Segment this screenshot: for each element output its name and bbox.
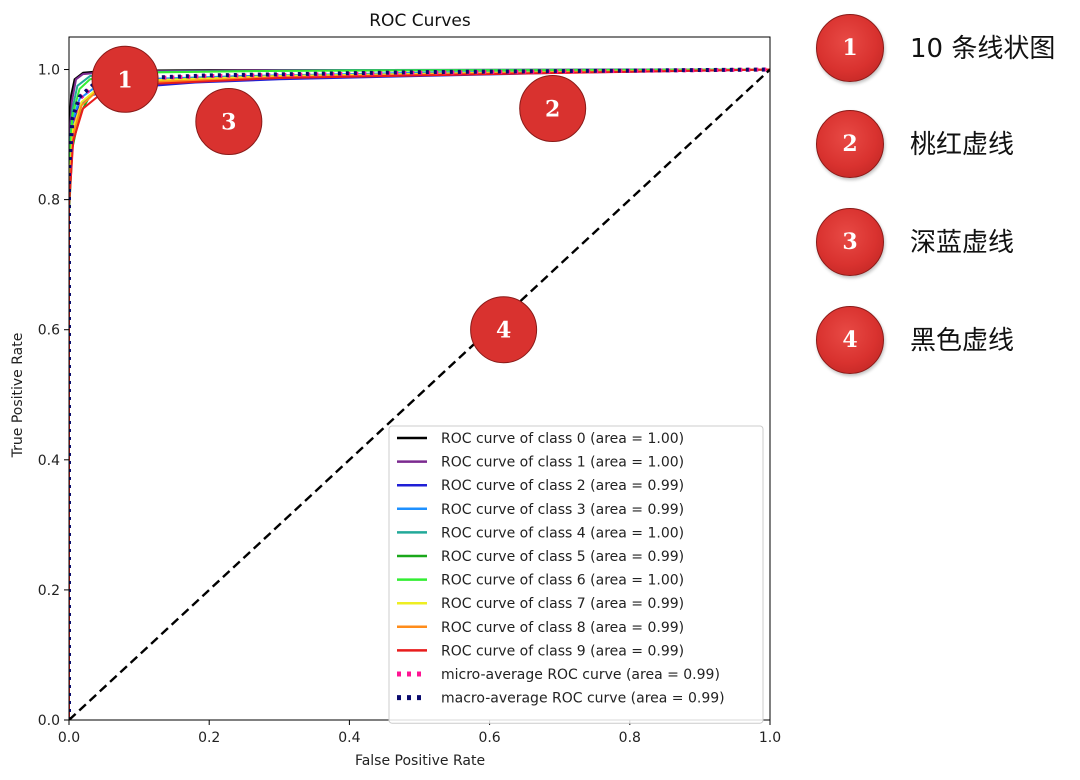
legend: ROC curve of class 0 (area = 1.00) ROC cu… [388,425,764,724]
legend-entry: ROC curve of class 8 (area = 0.99) [441,620,684,636]
annotation-badge [91,45,159,113]
x-axis-label: False Positive Rate [355,753,485,769]
x-tick-label: 0.4 [338,730,360,746]
legend-entry: ROC curve of class 9 (area = 0.99) [441,643,684,659]
y-tick-label: 0.2 [38,583,60,599]
annotation-badges: 1 2 3 4 [91,45,587,364]
annotation-badge [195,88,263,156]
y-tick-label: 1.0 [38,63,60,79]
note-badge: 2 [816,110,884,178]
legend-entry: ROC curve of class 4 (area = 1.00) [441,525,684,541]
legend-entry: ROC curve of class 1 (area = 1.00) [441,455,684,471]
chart-title: ROC Curves [369,11,471,31]
x-tick-label: 0.8 [619,730,641,746]
note-item: 4 黑色虚线 [812,306,1072,376]
x-tick-label: 1.0 [759,730,781,746]
annotation-label: 4 [496,318,511,344]
axis-ticks: 0.0 0.2 0.4 0.6 0.8 1.0 0.0 0.2 0.4 0.6 0.8 1.0 [38,63,781,746]
note-badge: 1 [816,14,884,82]
x-tick-label: 0.0 [58,730,80,746]
legend-entry: ROC curve of class 6 (area = 1.00) [441,573,684,589]
legend-entry: ROC curve of class 2 (area = 0.99) [441,478,684,494]
legend-entry: ROC curve of class 5 (area = 0.99) [441,549,684,565]
notes-panel: 1 10 条线状图 2 桃红虚线 3 深蓝虚线 4 黑色虚线 [812,0,1072,380]
annotation-label: 3 [221,110,236,136]
legend-entry: ROC curve of class 0 (area = 1.00) [441,431,684,447]
x-tick-label: 0.6 [478,730,500,746]
annotation-badge [519,75,587,143]
legend-entry: micro-average ROC curve (area = 0.99) [441,667,720,683]
y-tick-label: 0.6 [38,323,60,339]
annotation-badge [470,296,538,364]
y-tick-label: 0.0 [38,713,60,729]
chance-diagonal-line [69,68,770,720]
y-tick-label: 0.8 [38,193,60,209]
annotation-label: 1 [117,67,132,93]
note-text: 桃红虚线 [910,130,1015,160]
legend-entry: ROC curve of class 3 (area = 0.99) [441,502,684,518]
note-badge: 4 [816,306,884,374]
note-text: 黑色虚线 [910,326,1015,356]
note-text: 深蓝虚线 [910,228,1015,258]
y-tick-label: 0.4 [38,453,60,469]
x-tick-label: 0.2 [198,730,220,746]
legend-entry: macro-average ROC curve (area = 0.99) [441,691,725,707]
annotation-label: 2 [545,97,560,123]
note-item: 1 10 条线状图 [812,14,1072,84]
note-item: 2 桃红虚线 [812,110,1072,180]
y-axis-label: True Positive Rate [10,333,26,459]
note-item: 3 深蓝虚线 [812,208,1072,278]
roc-chart: ROC Curves False Positive Rate True Posi… [10,11,781,769]
note-text: 10 条线状图 [910,34,1056,64]
note-badge: 3 [816,208,884,276]
legend-entry: ROC curve of class 7 (area = 0.99) [441,596,684,612]
legend-box [388,425,764,724]
